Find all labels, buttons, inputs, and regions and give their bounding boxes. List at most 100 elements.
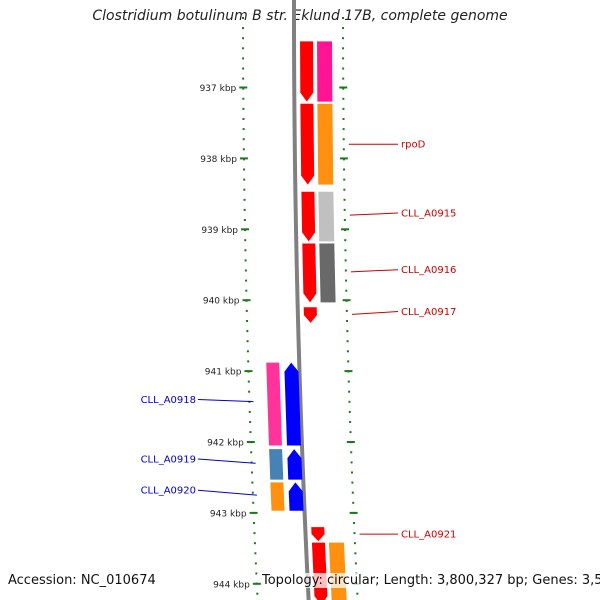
gene-label[interactable]: CLL_A0921 [401,530,456,541]
forward-gene-feature[interactable] [317,41,333,102]
ring-dot [343,168,346,171]
ring-dot [342,17,345,19]
forward-cds-feature[interactable] [300,41,314,102]
reverse-cds-feature[interactable] [288,482,304,511]
ring-dot [251,491,254,494]
reverse-cds-feature[interactable] [284,362,301,446]
forward-gene-feature[interactable] [318,191,335,242]
ring-dot [244,269,247,272]
ring-dot [247,360,250,363]
ring-dot [251,481,254,484]
label-leader-line [349,212,399,216]
forward-gene-feature[interactable] [317,103,334,185]
reverse-gene-feature[interactable] [269,449,284,480]
ring-dot [253,542,256,545]
labels: rpoD CLL_A0915 CLL_A0916 CLL_A0917 CLL_A0918… [141,140,457,541]
ring-dot [343,219,346,221]
ring-dot [344,269,347,272]
ring-dot [353,542,356,545]
ring-dot [349,421,352,423]
tick-label: 941 kbp [205,368,242,378]
ring-dot [244,239,247,242]
gene-label[interactable]: CLL_A0919 [141,455,196,466]
ring-dot [248,410,251,413]
forward-cds-feature[interactable] [311,527,325,542]
ring-dot [250,471,253,474]
ring-dot [245,279,248,282]
ring-dot [343,178,346,181]
tick-label: 938 kbp [200,155,237,165]
ring-dot [342,138,345,141]
tick-label: 943 kbp [210,509,247,519]
ring-dot [342,118,345,120]
ring-dot [353,532,356,535]
ring-dot [343,198,346,201]
ring-dot [253,532,256,535]
ring-dot [243,178,246,181]
ticks: 937 kbp 938 kbp 939 kbp 940 kbp 941 kbp 942 k… [200,84,361,590]
reverse-gene-feature[interactable] [270,482,285,511]
ring-dot [254,562,257,565]
ring-dot [343,208,346,211]
ring-dot [347,380,350,383]
ring-dot [249,421,252,423]
ring-dot [348,400,351,403]
forward-cds-feature[interactable] [302,243,317,303]
gene-label[interactable]: CLL_A0920 [141,486,196,497]
ring-dot [244,249,247,252]
forward-gene-feature[interactable] [319,243,336,303]
ring-dot [345,289,348,292]
forward-cds-feature[interactable] [301,191,316,242]
forward-cds-feature[interactable] [303,307,317,323]
reverse-gene-feature[interactable] [266,362,282,446]
ring-dot [242,47,245,50]
ring-dot [242,67,245,70]
ring-dot [350,461,353,464]
ring-dot [346,320,349,322]
ring-dot [342,107,345,110]
ring-dot [247,380,250,383]
summary-text: Topology: circular; Length: 3,800,327 bp… [262,573,600,588]
ring-dot [253,522,256,524]
ring-dot [242,57,245,60]
ring-dot [242,107,245,110]
ring-dot [243,198,246,201]
reverse-cds-feature[interactable] [287,449,303,480]
backbone-line [292,0,311,600]
gene-label[interactable]: rpoD [401,140,426,151]
ring-dot [243,188,246,191]
tick-label: 937 kbp [200,84,237,94]
ring-dot [342,148,345,151]
ring-dot [342,77,345,80]
ring-dot [342,37,345,40]
ring-dot [342,128,345,131]
gene-label[interactable]: CLL_A0918 [141,395,196,406]
ring-dot [242,97,245,100]
ring-dot [246,350,249,353]
ring-dot [256,592,259,595]
ring-dot [242,17,245,19]
gene-label[interactable]: CLL_A0917 [401,307,456,318]
tick-label: 940 kbp [203,297,240,307]
forward-cds-feature[interactable] [300,103,315,185]
backbone [292,0,311,600]
forward-cds-feature[interactable] [311,542,328,600]
ring-dot [344,239,347,242]
ring-dot [350,451,353,454]
ring-dot [346,330,349,333]
ring-dot [255,572,258,575]
map-title: Clostridium botulinum B str. Eklund 17B,… [92,8,508,24]
ring-dot [347,360,350,363]
gene-label[interactable]: CLL_A0915 [401,208,456,219]
ring-dot [242,128,245,131]
ring-dot [246,330,249,333]
ring-dot [349,431,352,434]
ring-dot [352,501,355,504]
label-leader-line [350,269,399,273]
ring-dot [252,501,255,504]
tick-label: 942 kbp [207,439,244,449]
ring-dot [356,592,359,595]
gene-label[interactable]: CLL_A0916 [401,265,456,276]
forward-gene-feature[interactable] [328,542,347,600]
